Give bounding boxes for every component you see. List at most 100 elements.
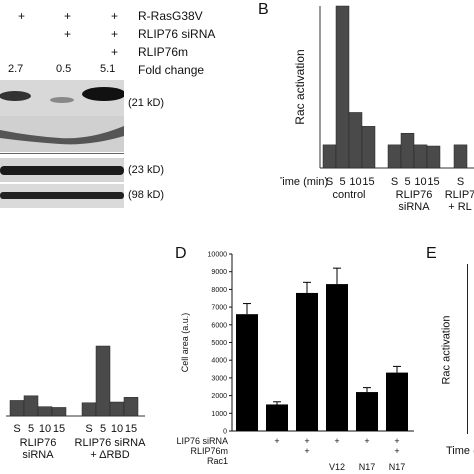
panel-e-time-label: Time (m xyxy=(446,445,474,457)
y-tick-label: 7000 xyxy=(211,305,227,312)
y-tick-label: 0 xyxy=(223,429,227,436)
bar xyxy=(322,144,337,169)
y-tick-label: 8000 xyxy=(211,287,227,294)
bar xyxy=(348,112,363,169)
plus-mark: + xyxy=(111,45,119,59)
tick-label: 5 xyxy=(28,423,34,435)
fold-value: 0.5 xyxy=(56,63,72,75)
y-tick-label: 6000 xyxy=(211,322,227,329)
row-mark: + xyxy=(334,436,339,446)
panel-b-letter: B xyxy=(258,1,269,18)
bar xyxy=(326,284,348,431)
mw-label: (98 kD) xyxy=(128,189,165,201)
bar xyxy=(400,133,415,169)
fold-value: 2.7 xyxy=(8,63,24,75)
bar xyxy=(109,401,125,417)
panel-e-axis xyxy=(467,264,468,434)
bar xyxy=(95,345,111,417)
tick-label: 15 xyxy=(53,423,65,435)
tick-label: S xyxy=(391,176,398,188)
plus-mark: + xyxy=(111,27,119,41)
bar xyxy=(413,144,428,169)
plus-mark: + xyxy=(111,9,119,23)
plus-mark: + xyxy=(64,9,72,23)
bar xyxy=(386,372,408,431)
row-mark: + xyxy=(364,436,369,446)
group-label: siRNA xyxy=(398,201,430,213)
blot-strip-4 xyxy=(0,184,124,208)
bar xyxy=(23,395,39,417)
y-tick-label: 9000 xyxy=(211,269,227,276)
blot-strip-3 xyxy=(0,158,124,182)
bar xyxy=(9,400,25,417)
y-tick-label: 2000 xyxy=(211,393,227,400)
y-tick-label: 10000 xyxy=(208,252,228,259)
tick-label: 5 xyxy=(339,176,345,188)
group-label: control xyxy=(332,189,365,201)
plus-mark: + xyxy=(18,9,26,23)
condition-label: RLIP76 siRNA xyxy=(138,27,216,41)
bar xyxy=(453,144,468,169)
tick-label: 5 xyxy=(100,423,106,435)
fold-value: 5.1 xyxy=(100,63,116,75)
row-label: RLIP76m xyxy=(190,446,228,456)
tick-label: 10 xyxy=(111,423,123,435)
row-mark: + xyxy=(274,436,279,446)
mw-label: (23 kD) xyxy=(128,164,165,176)
tick-label: S xyxy=(13,423,20,435)
row-mark: + xyxy=(394,436,399,446)
tick-label: S xyxy=(85,423,92,435)
bar xyxy=(361,126,376,169)
tick-label: S xyxy=(326,176,333,188)
y-tick-label: 4000 xyxy=(211,358,227,365)
row-label: Rac1 xyxy=(207,456,228,466)
tick-label: 15 xyxy=(125,423,137,435)
group-label: + ΔRBD xyxy=(90,449,130,461)
time-label: Time (min) xyxy=(280,176,328,188)
group-label: + RL xyxy=(448,201,472,213)
bar xyxy=(335,5,350,169)
tick-label: 10 xyxy=(39,423,51,435)
condition-label: R-RasG38V xyxy=(138,9,203,23)
tick-label: 5 xyxy=(404,176,410,188)
y-tick-label: 5000 xyxy=(211,340,227,347)
tick-label: 10 xyxy=(349,176,361,188)
panel-d-letter: D xyxy=(175,245,187,262)
group-label: RLIP76 siRNA xyxy=(75,437,147,449)
blot-strip-1 xyxy=(0,80,124,116)
divider xyxy=(0,153,124,154)
bar xyxy=(81,402,97,417)
group-label: RLIP76 xyxy=(396,189,433,201)
tick-label: 10 xyxy=(414,176,426,188)
condition-label: RLIP76m xyxy=(138,45,189,59)
bar xyxy=(387,144,402,169)
group-label: RLIP7 xyxy=(445,189,474,201)
bar xyxy=(426,145,441,169)
blot-strip-2 xyxy=(0,116,124,152)
bar xyxy=(51,407,67,417)
row-mark: + xyxy=(304,446,309,456)
y-axis-title: Rac activation xyxy=(293,49,307,124)
y-tick-label: 1000 xyxy=(211,411,227,418)
fold-change-label: Fold change xyxy=(138,63,205,77)
tick-label: 15 xyxy=(427,176,439,188)
row-label: RLIP76 siRNA xyxy=(176,436,228,446)
group-label: siRNA xyxy=(22,449,54,461)
bar xyxy=(296,292,318,431)
bar xyxy=(37,406,53,417)
panel-e-ylabel: Rac activation xyxy=(440,315,453,385)
row-mark: N17 xyxy=(389,462,406,472)
tick-label: 15 xyxy=(362,176,374,188)
row-mark: + xyxy=(394,446,399,456)
group-label: RLIP76 xyxy=(20,437,57,449)
y-tick-label: 3000 xyxy=(211,375,227,382)
row-mark: + xyxy=(304,436,309,446)
mw-label: (21 kD) xyxy=(128,97,165,109)
y-axis-title: Cell area (a.u.) xyxy=(180,313,190,373)
plus-mark: + xyxy=(64,27,72,41)
panel-e-letter: E xyxy=(426,245,437,262)
bar xyxy=(123,397,139,417)
bar xyxy=(236,314,258,431)
